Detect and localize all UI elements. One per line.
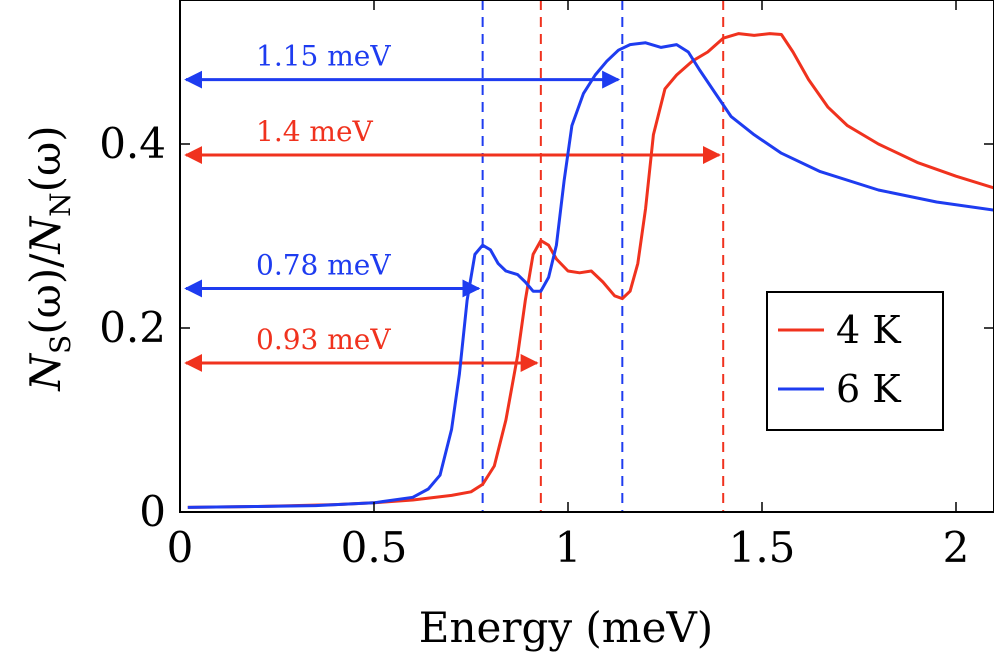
y-axis-ticks: 0 0.2 0.4 (99, 119, 994, 536)
series-line-6k (187, 41, 994, 509)
x-axis-ticks: 0 0.5 1 1.5 2 (167, 0, 970, 572)
legend: 4 K 6 K (766, 291, 944, 431)
annotation-label-3: 0.93 meV (256, 323, 391, 356)
annotation-label-1: 1.4 meV (256, 115, 374, 148)
y-tick-label-2: 0.4 (99, 119, 166, 168)
x-tick-label-1: 0.5 (341, 523, 408, 572)
y-tick-label-0: 0 (139, 487, 166, 536)
y-axis-title: NS(ω)/NN(ω) (21, 125, 77, 391)
legend-label-6k: 6 K (836, 367, 901, 411)
x-tick-label-4: 2 (943, 523, 970, 572)
x-axis-title: Energy (meV) (419, 603, 713, 652)
x-tick-label-3: 1.5 (729, 523, 796, 572)
legend-box (766, 291, 944, 431)
x-tick-label-2: 1 (555, 523, 582, 572)
plot-series (187, 32, 994, 509)
x-tick-label-0: 0 (167, 523, 194, 572)
y-tick-label-1: 0.2 (99, 303, 166, 352)
annotation-label-0: 1.15 meV (256, 40, 391, 73)
annotation-label-2: 0.78 meV (256, 248, 391, 281)
gap-annotations: 1.15 meV 1.4 meV 0.78 meV 0.93 meV (184, 40, 722, 372)
reference-lines (481, 0, 725, 512)
legend-label-4k: 4 K (836, 308, 901, 352)
series-line-4k (187, 32, 994, 509)
plot-frame (179, 0, 994, 513)
